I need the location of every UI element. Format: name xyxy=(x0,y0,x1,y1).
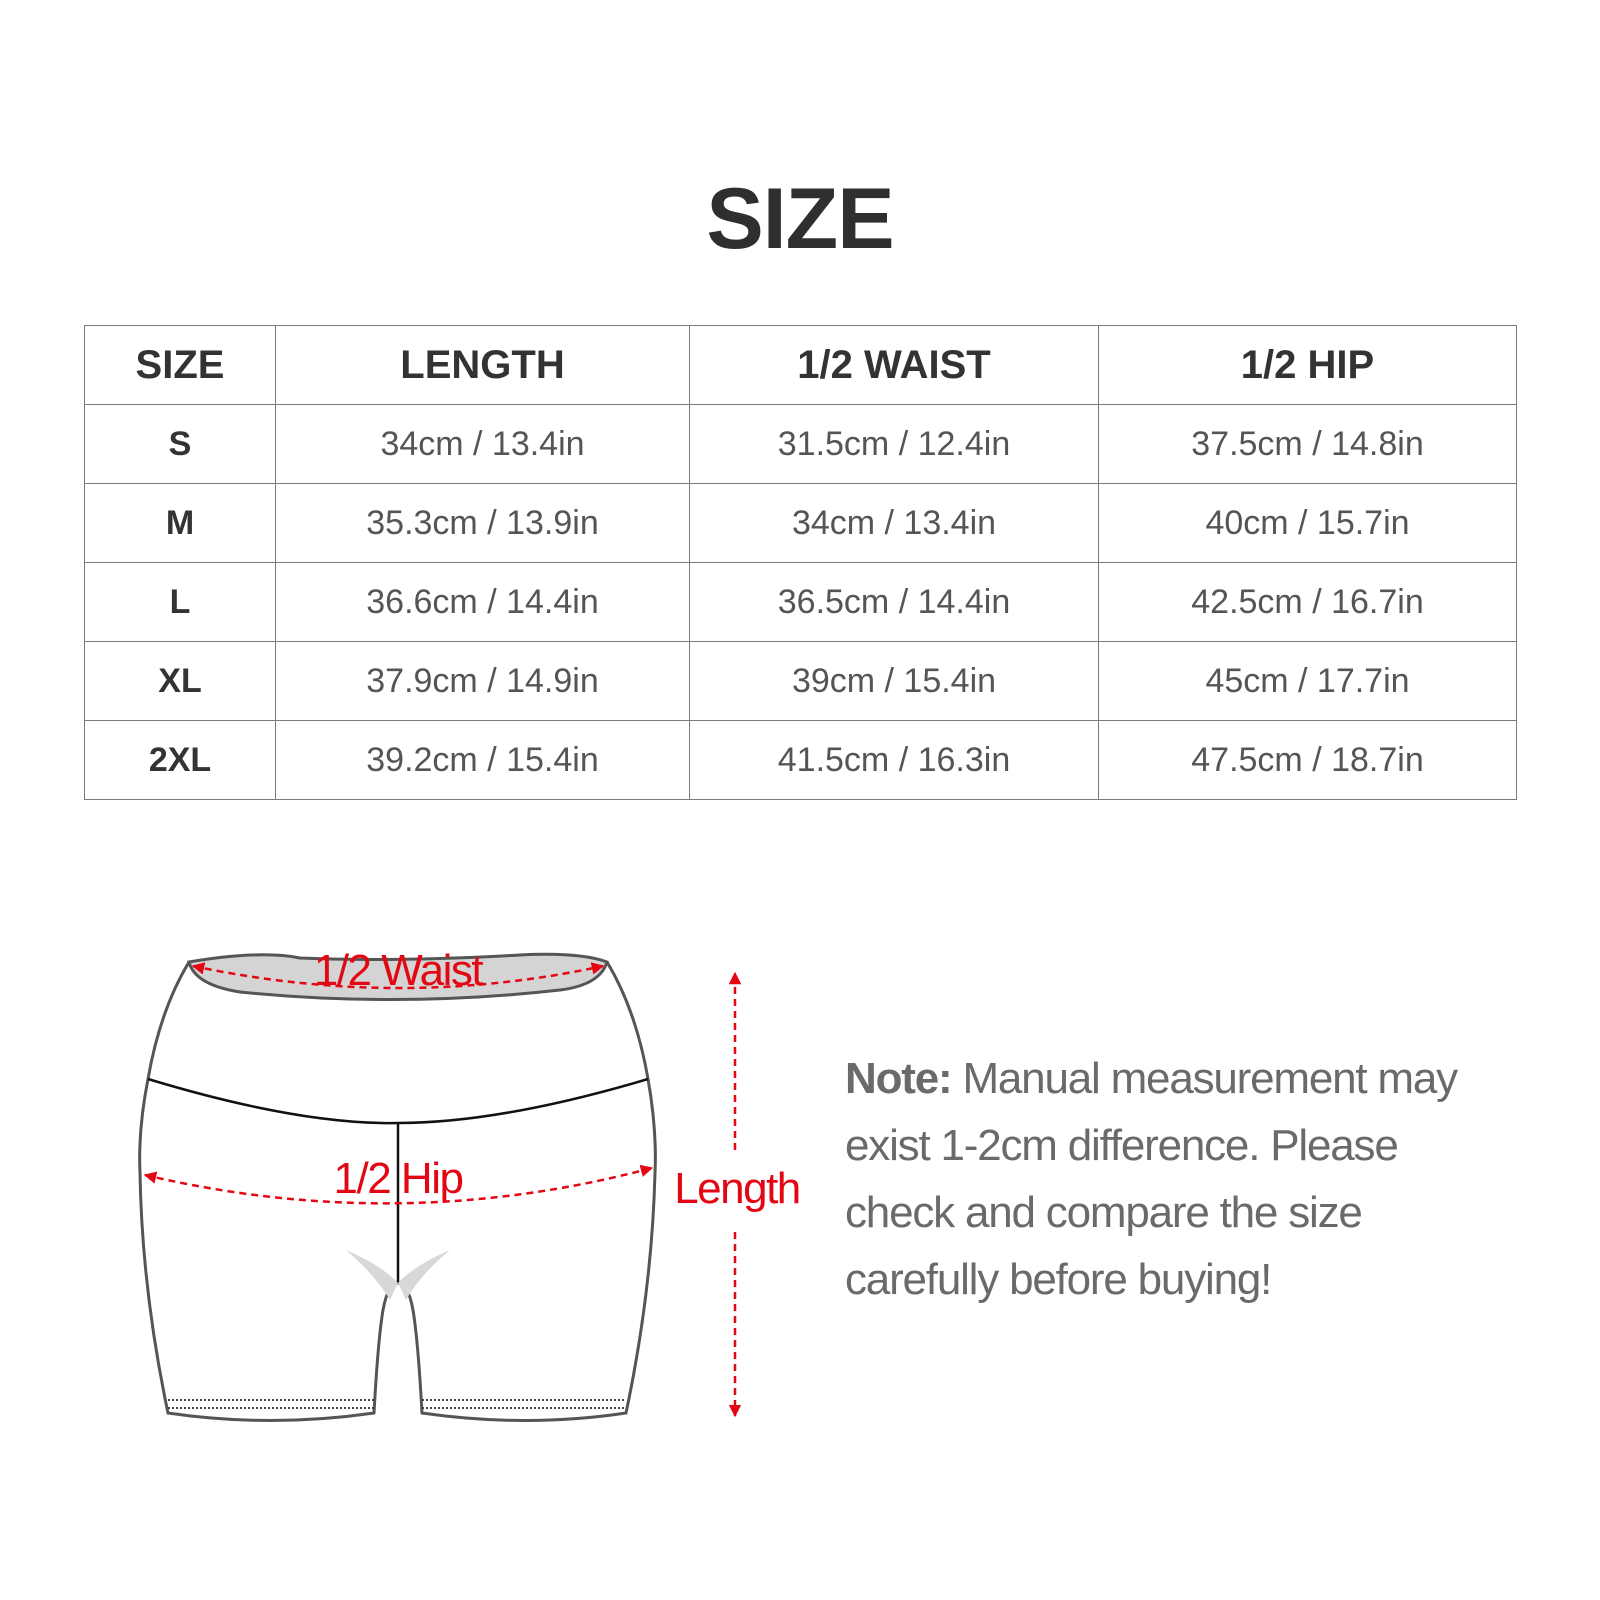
size-table: SIZE LENGTH 1/2 WAIST 1/2 HIP S 34cm / 1… xyxy=(84,325,1517,800)
size-cell: XL xyxy=(84,641,276,721)
measurement-note: Note: Manual measurement may exist 1-2cm… xyxy=(845,1045,1485,1313)
note-text: Manual measurement may exist 1-2cm diffe… xyxy=(845,1054,1458,1304)
hip-cell: 37.5cm / 14.8in xyxy=(1098,404,1517,484)
size-cell: S xyxy=(84,404,276,484)
hip-cell: 40cm / 15.7in xyxy=(1098,483,1517,563)
header-waist: 1/2 WAIST xyxy=(689,325,1099,405)
table-row: 2XL 39.2cm / 15.4in 41.5cm / 16.3in 47.5… xyxy=(84,720,1517,800)
header-hip: 1/2 HIP xyxy=(1098,325,1517,405)
size-cell: L xyxy=(84,562,276,642)
length-cell: 35.3cm / 13.9in xyxy=(275,483,690,563)
length-cell: 37.9cm / 14.9in xyxy=(275,641,690,721)
length-cell: 39.2cm / 15.4in xyxy=(275,720,690,800)
waist-arrow xyxy=(191,962,605,990)
table-row: L 36.6cm / 14.4in 36.5cm / 14.4in 42.5cm… xyxy=(84,562,1517,642)
hip-cell: 47.5cm / 18.7in xyxy=(1098,720,1517,800)
waist-label: 1/2 Waist xyxy=(314,946,484,995)
waist-cell: 34cm / 13.4in xyxy=(689,483,1099,563)
waist-cell: 39cm / 15.4in xyxy=(689,641,1099,721)
waist-cell: 31.5cm / 12.4in xyxy=(689,404,1099,484)
note-label: Note: xyxy=(845,1054,953,1103)
waist-cell: 36.5cm / 14.4in xyxy=(689,562,1099,642)
hip-cell: 45cm / 17.7in xyxy=(1098,641,1517,721)
length-cell: 36.6cm / 14.4in xyxy=(275,562,690,642)
table-header-row: SIZE LENGTH 1/2 WAIST 1/2 HIP xyxy=(84,325,1517,405)
size-cell: 2XL xyxy=(84,720,276,800)
hip-label: 1/2 Hip xyxy=(334,1154,463,1203)
table-row: S 34cm / 13.4in 31.5cm / 12.4in 37.5cm /… xyxy=(84,404,1517,484)
waist-cell: 41.5cm / 16.3in xyxy=(689,720,1099,800)
crotch-gusset xyxy=(346,1250,450,1300)
table-row: M 35.3cm / 13.9in 34cm / 13.4in 40cm / 1… xyxy=(84,483,1517,563)
header-size: SIZE xyxy=(84,325,276,405)
hip-cell: 42.5cm / 16.7in xyxy=(1098,562,1517,642)
hip-arrow xyxy=(143,1164,654,1205)
page-title: SIZE xyxy=(706,171,894,267)
table-row: XL 37.9cm / 14.9in 39cm / 15.4in 45cm / … xyxy=(84,641,1517,721)
hem-stitch-right xyxy=(422,1399,626,1409)
length-label: Length xyxy=(674,1164,800,1213)
